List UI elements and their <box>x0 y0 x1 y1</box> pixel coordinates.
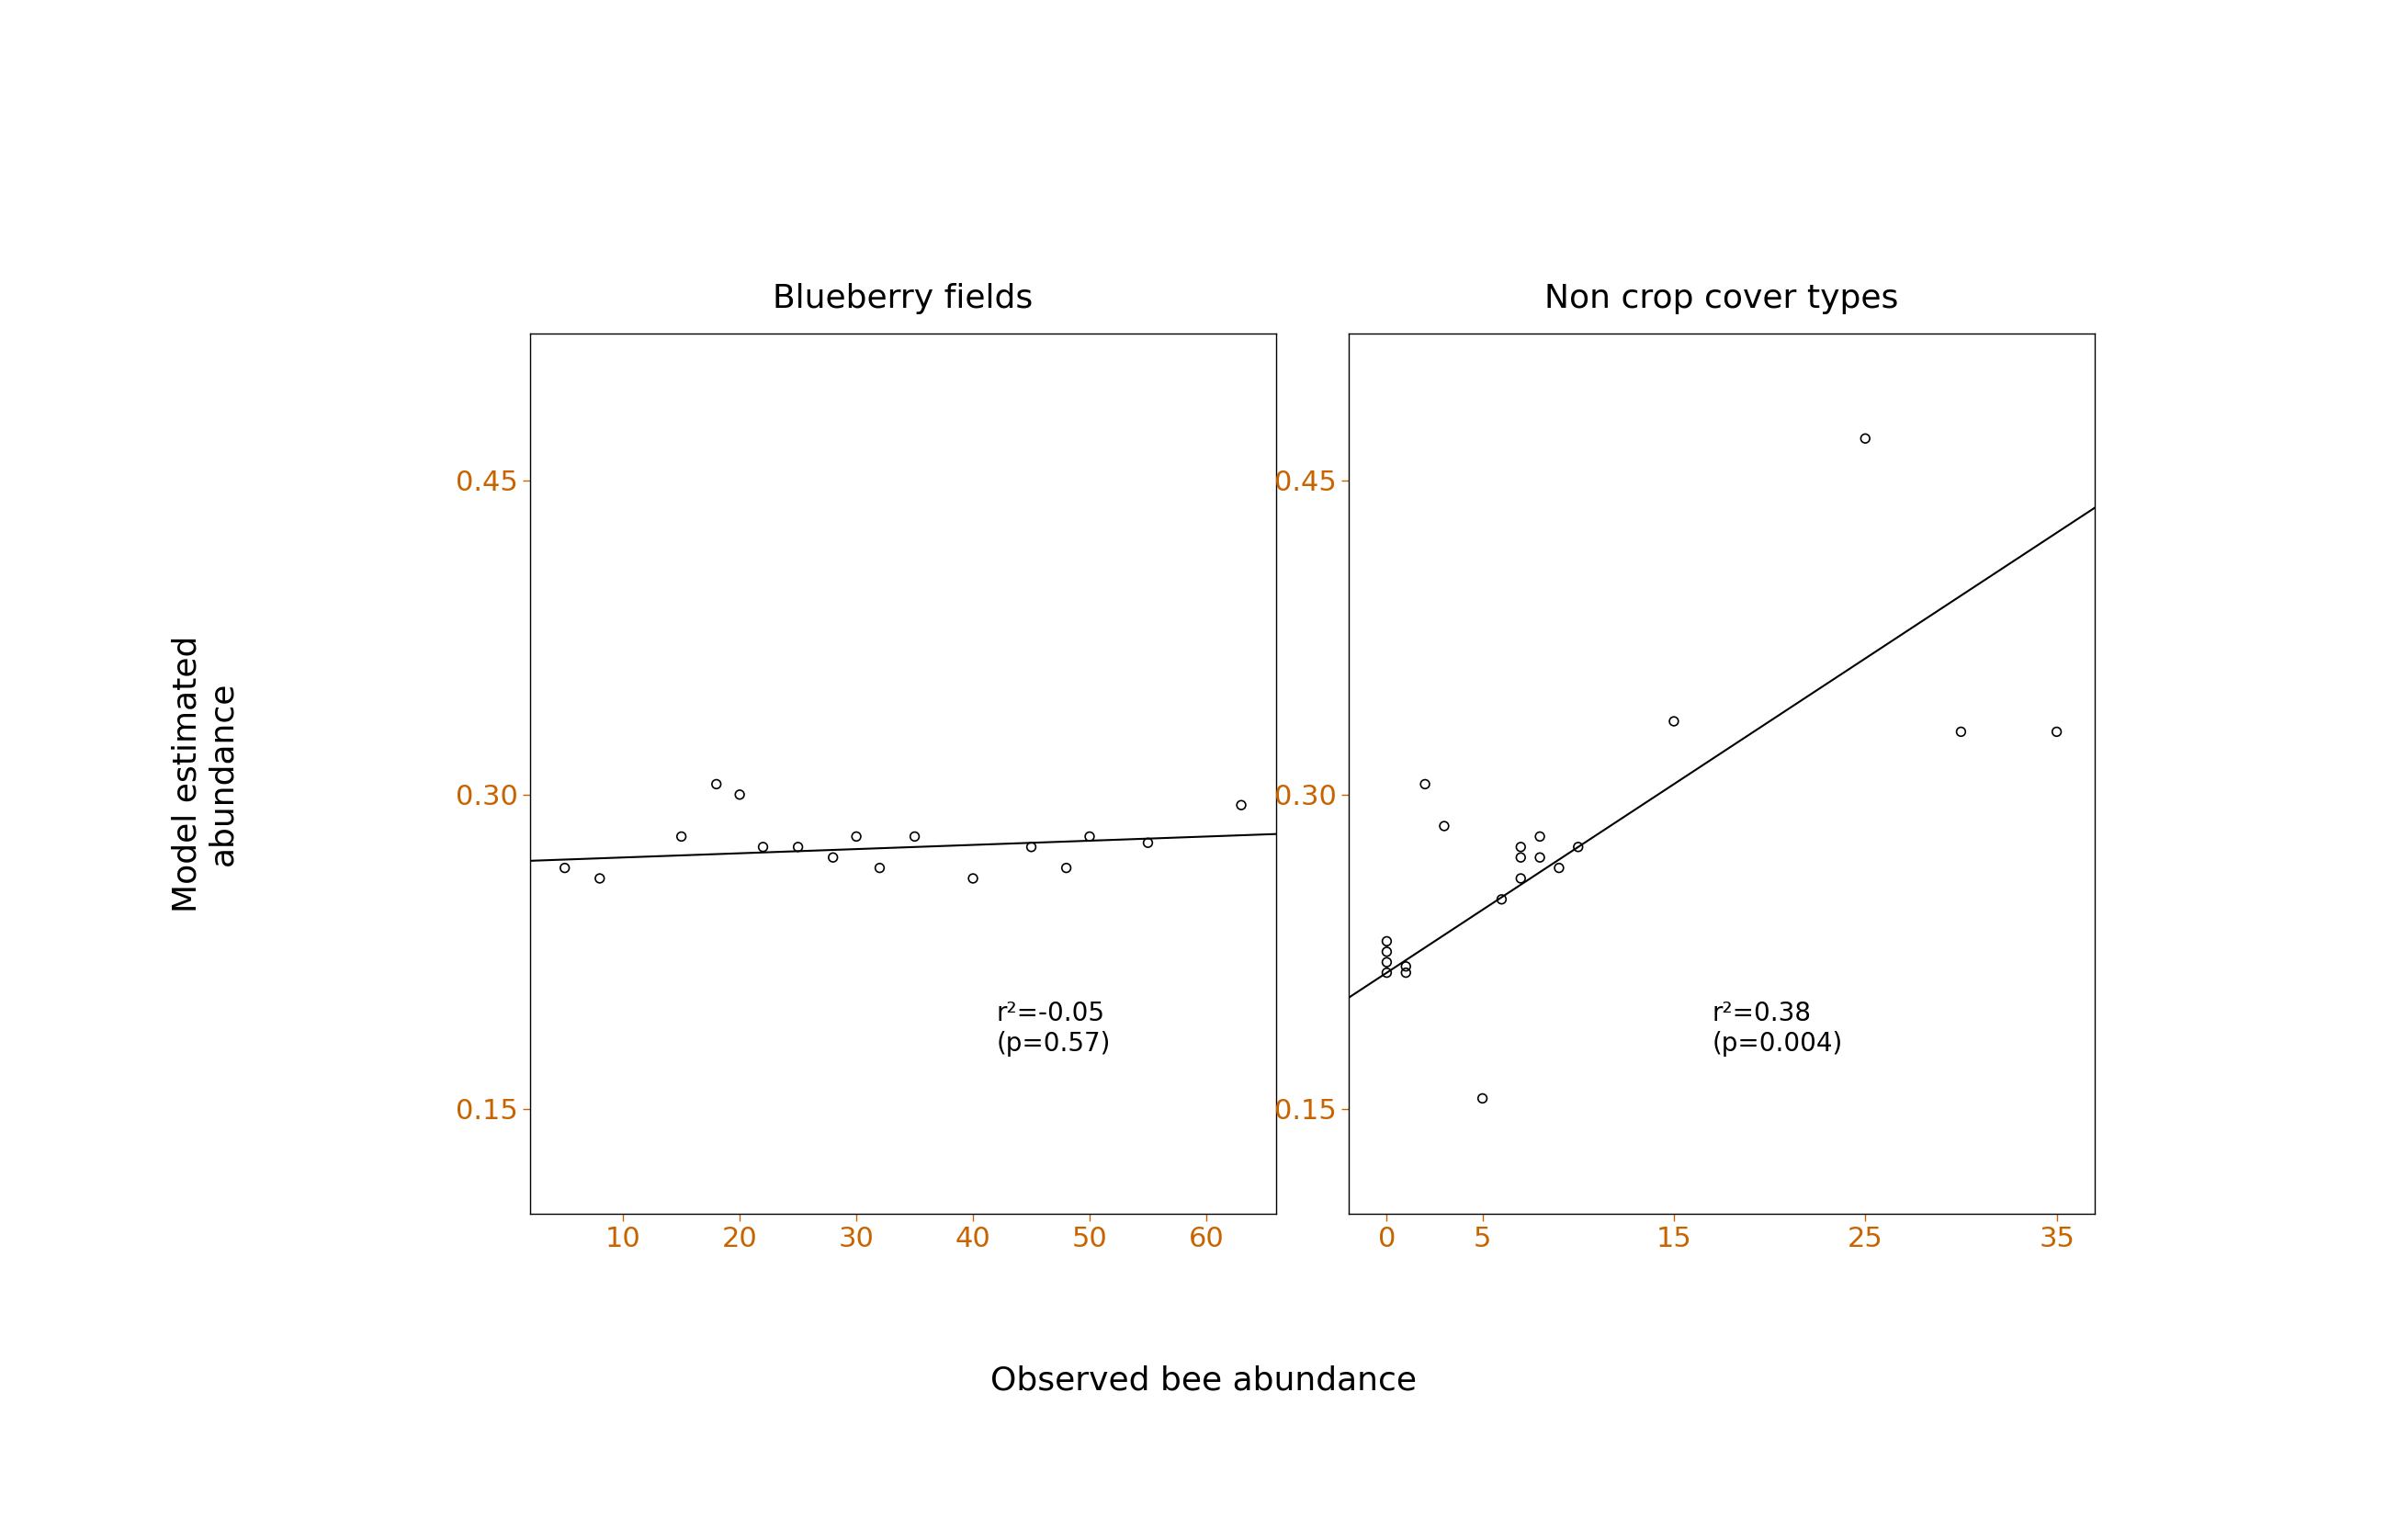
Point <box>1387 954 1426 978</box>
Point <box>1387 960 1426 985</box>
Point <box>547 856 585 880</box>
Point <box>954 866 992 890</box>
Point <box>1654 708 1693 733</box>
Point <box>814 845 852 869</box>
Title: Blueberry fields: Blueberry fields <box>773 284 1033 314</box>
Point <box>1558 834 1597 859</box>
Point <box>1368 960 1406 985</box>
Point <box>1368 939 1406 963</box>
Point <box>1941 719 1979 743</box>
Point <box>1483 887 1522 912</box>
Point <box>1503 845 1541 869</box>
Point <box>1464 1086 1503 1110</box>
Point <box>1406 772 1445 796</box>
Point <box>1047 856 1086 880</box>
Point <box>662 824 701 848</box>
Point <box>1368 928 1406 953</box>
Point <box>1519 845 1558 869</box>
Point <box>1503 866 1541 890</box>
Point <box>1221 793 1259 818</box>
Text: r²=0.38
(p=0.004): r²=0.38 (p=0.004) <box>1712 1001 1842 1056</box>
Point <box>896 824 934 848</box>
Point <box>720 783 759 807</box>
Point <box>1426 815 1464 839</box>
Point <box>1847 426 1885 451</box>
Text: Model estimated
abundance: Model estimated abundance <box>171 636 238 912</box>
Point <box>580 866 619 890</box>
Point <box>860 856 898 880</box>
Text: r²=-0.05
(p=0.57): r²=-0.05 (p=0.57) <box>997 1001 1110 1056</box>
Point <box>1503 834 1541 859</box>
Title: Non crop cover types: Non crop cover types <box>1544 284 1900 314</box>
Point <box>1539 856 1577 880</box>
Point <box>1368 950 1406 974</box>
Point <box>1011 834 1050 859</box>
Point <box>1129 831 1168 856</box>
Point <box>838 824 877 848</box>
Point <box>698 772 737 796</box>
Text: Observed bee abundance: Observed bee abundance <box>990 1365 1418 1396</box>
Point <box>1519 824 1558 848</box>
Point <box>1072 824 1110 848</box>
Point <box>744 834 783 859</box>
Point <box>2037 719 2076 743</box>
Point <box>778 834 816 859</box>
